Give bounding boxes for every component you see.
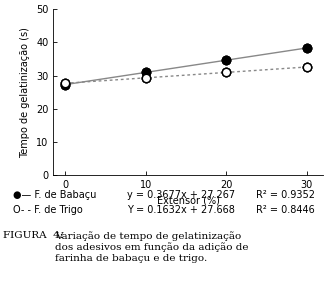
- Text: R² = 0.9352: R² = 0.9352: [256, 190, 315, 200]
- Text: R² = 0.8446: R² = 0.8446: [256, 205, 315, 215]
- Text: y = 0.3677x + 27.267: y = 0.3677x + 27.267: [127, 190, 235, 200]
- X-axis label: Extensor (%): Extensor (%): [157, 196, 219, 206]
- Text: FIGURA  4:: FIGURA 4:: [3, 231, 64, 240]
- Text: O- - F. de Trigo: O- - F. de Trigo: [13, 205, 83, 215]
- Text: Y = 0.1632x + 27.668: Y = 0.1632x + 27.668: [127, 205, 234, 215]
- Y-axis label: Tempo de gelatinização (s): Tempo de gelatinização (s): [21, 27, 31, 158]
- Text: ●— F. de Babaçu: ●— F. de Babaçu: [13, 190, 97, 200]
- Text: Variação de tempo de gelatinização
dos adesivos em função da adição de
farinha d: Variação de tempo de gelatinização dos a…: [55, 231, 248, 262]
